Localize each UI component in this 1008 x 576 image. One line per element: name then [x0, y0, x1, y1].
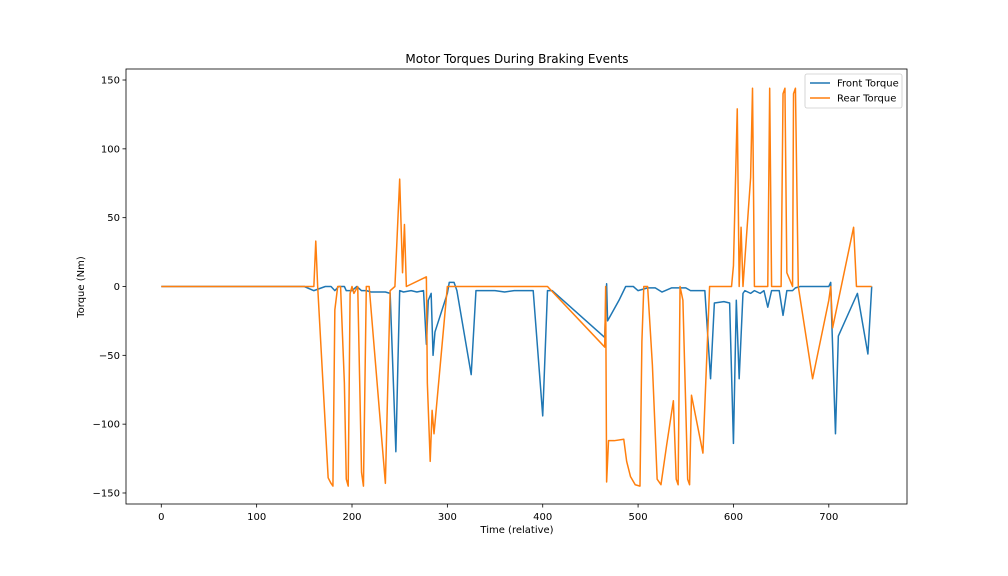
- y-axis-label: Torque (Nm): [76, 256, 87, 319]
- y-axis: −150 −100 −50 0 50 100 150: [93, 76, 126, 499]
- y-tick-label: 0: [114, 282, 120, 293]
- legend: Front Torque Rear Torque: [804, 73, 903, 109]
- series-line-1: [161, 87, 872, 487]
- series-line-0: [161, 281, 873, 453]
- x-axis-label: Time (relative): [479, 525, 553, 536]
- y-tick-label: 50: [107, 213, 120, 224]
- legend-label-1: Rear Torque: [837, 94, 896, 105]
- x-tick-label: 0: [158, 512, 164, 523]
- plot-area: [125, 68, 908, 505]
- y-tick-label: −150: [93, 488, 120, 499]
- x-tick-label: 300: [438, 512, 457, 523]
- y-tick-label: −50: [99, 351, 120, 362]
- y-tick-label: 150: [101, 76, 120, 87]
- x-tick-label: 600: [724, 512, 743, 523]
- x-tick-label: 200: [342, 512, 361, 523]
- x-tick-label: 700: [819, 512, 838, 523]
- x-tick-label: 500: [629, 512, 648, 523]
- y-tick-label: −100: [93, 420, 120, 431]
- y-tick-label: 100: [101, 144, 120, 155]
- x-tick-label: 100: [247, 512, 266, 523]
- legend-label-0: Front Torque: [837, 79, 899, 90]
- x-axis: 0 100 200 300 400 500 600 700: [158, 504, 838, 523]
- chart-title: Motor Torques During Braking Events: [405, 52, 628, 66]
- x-tick-label: 400: [533, 512, 552, 523]
